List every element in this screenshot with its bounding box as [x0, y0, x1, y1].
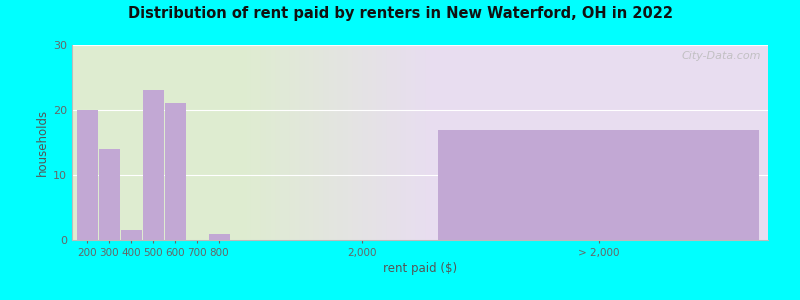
Y-axis label: households: households: [36, 109, 49, 176]
Bar: [99, 149, 120, 240]
Bar: [286, 45, 290, 240]
Bar: [270, 45, 276, 240]
Bar: [426, 45, 430, 240]
Bar: [387, 45, 392, 240]
Bar: [300, 45, 305, 240]
Bar: [121, 230, 142, 240]
Bar: [348, 45, 354, 240]
Bar: [281, 45, 286, 240]
Bar: [372, 45, 378, 240]
Bar: [411, 45, 416, 240]
Bar: [72, 45, 400, 240]
Bar: [290, 45, 295, 240]
Bar: [251, 45, 257, 240]
Bar: [358, 45, 363, 240]
Bar: [406, 45, 411, 240]
Bar: [400, 45, 768, 240]
Bar: [329, 45, 334, 240]
Bar: [438, 130, 759, 240]
Bar: [209, 233, 230, 240]
Bar: [295, 45, 300, 240]
Bar: [77, 110, 98, 240]
Bar: [256, 45, 262, 240]
Bar: [338, 45, 344, 240]
Bar: [324, 45, 329, 240]
Bar: [334, 45, 338, 240]
Text: Distribution of rent paid by renters in New Waterford, OH in 2022: Distribution of rent paid by renters in …: [127, 6, 673, 21]
Bar: [382, 45, 387, 240]
Bar: [165, 103, 186, 240]
Bar: [310, 45, 314, 240]
Bar: [266, 45, 271, 240]
Bar: [261, 45, 266, 240]
Bar: [367, 45, 373, 240]
Bar: [305, 45, 310, 240]
Bar: [353, 45, 358, 240]
Bar: [275, 45, 281, 240]
Bar: [392, 45, 397, 240]
Text: City-Data.com: City-Data.com: [682, 51, 761, 61]
Bar: [319, 45, 324, 240]
Bar: [242, 45, 247, 240]
Bar: [362, 45, 368, 240]
X-axis label: rent paid ($): rent paid ($): [383, 262, 457, 275]
Bar: [314, 45, 319, 240]
Bar: [143, 91, 163, 240]
Bar: [416, 45, 421, 240]
Bar: [402, 45, 406, 240]
Bar: [421, 45, 426, 240]
Bar: [378, 45, 382, 240]
Bar: [246, 45, 252, 240]
Bar: [343, 45, 349, 240]
Bar: [430, 45, 435, 240]
Bar: [397, 45, 402, 240]
